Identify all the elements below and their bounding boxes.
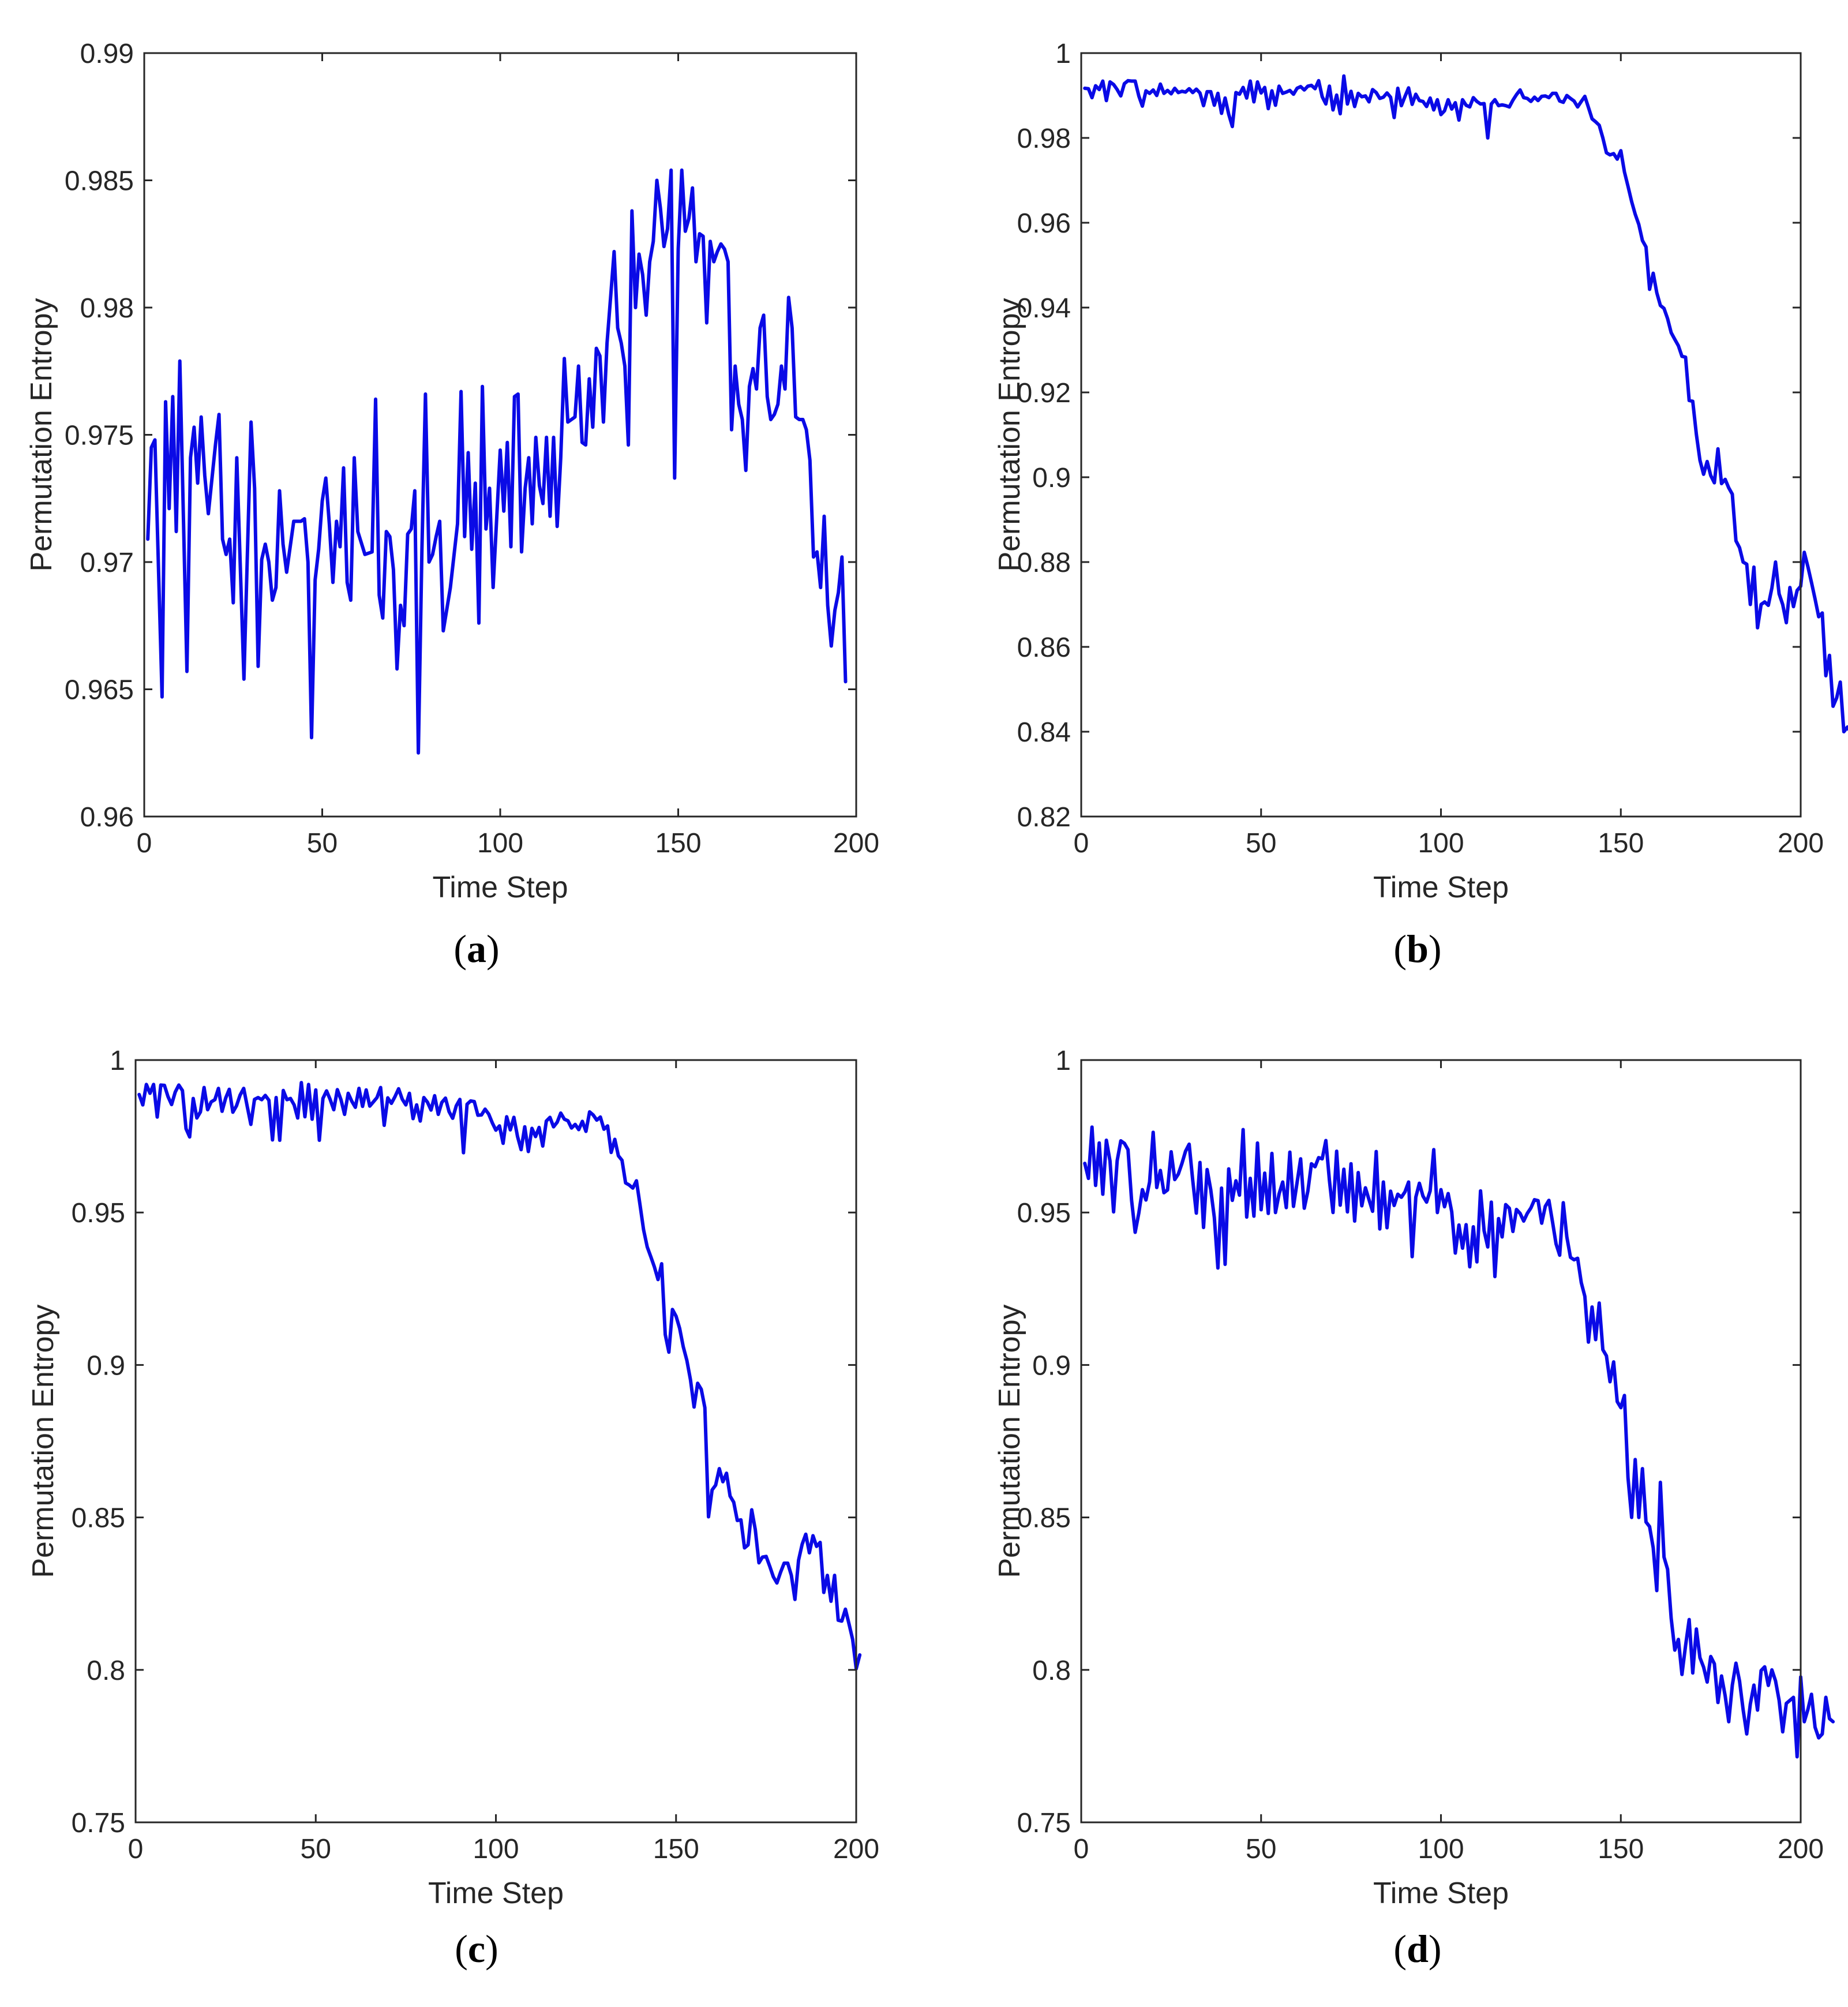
x-tick-label: 200 bbox=[1778, 828, 1824, 859]
x-tick-label: 50 bbox=[307, 828, 338, 859]
y-tick-label: 0.88 bbox=[1017, 548, 1071, 578]
x-tick-label: 150 bbox=[653, 1834, 699, 1864]
series-line bbox=[1083, 1125, 1835, 1759]
x-tick-label: 0 bbox=[1074, 1834, 1089, 1864]
y-tick-label: 0.92 bbox=[1017, 378, 1071, 409]
y-tick-label: 0.96 bbox=[1017, 208, 1071, 239]
y-tick-label: 1 bbox=[1055, 1046, 1071, 1076]
y-axis-label: Permutation Entropy bbox=[27, 1304, 60, 1578]
y-tick-label: 0.96 bbox=[80, 802, 134, 833]
chart-panels: 0 50 100 150 2000.960.9650.970.9750.980.9850… bbox=[25, 39, 1848, 1971]
panel-label: (d) bbox=[1393, 1927, 1441, 1971]
x-tick-label: 200 bbox=[1778, 1834, 1824, 1864]
panel-label: (c) bbox=[455, 1927, 498, 1971]
x-axis-label: Time Step bbox=[428, 1877, 564, 1910]
y-tick-label: 0.75 bbox=[1017, 1808, 1071, 1838]
chart-panel-b: 0 50 100 150 200 0.82 0.84 0.86 0.88 0.9 0.92 0.94 0… bbox=[993, 39, 1848, 971]
y-tick-label: 0.9 bbox=[1032, 1350, 1071, 1381]
x-tick-label: 200 bbox=[833, 828, 879, 859]
series-line bbox=[137, 1081, 862, 1671]
x-tick-label: 0 bbox=[1074, 828, 1089, 859]
x-tick-label: 0 bbox=[128, 1834, 144, 1864]
panel-label: (b) bbox=[1393, 927, 1441, 971]
x-axis-label: Time Step bbox=[1373, 1877, 1509, 1910]
x-tick-label: 50 bbox=[301, 1834, 331, 1864]
y-tick-label: 0.9 bbox=[87, 1350, 125, 1381]
x-tick-label: 100 bbox=[477, 828, 523, 859]
y-tick-label: 0.975 bbox=[65, 421, 134, 451]
x-axis-label: Time Step bbox=[432, 871, 568, 904]
x-tick-label: 50 bbox=[1246, 828, 1276, 859]
y-tick-label: 0.8 bbox=[87, 1656, 125, 1686]
chart-panel-a: 0 50 100 150 200 0.96 0.965 0.97 0.975 0.98 0.985 0… bbox=[25, 39, 879, 971]
y-tick-label: 0.95 bbox=[1017, 1198, 1071, 1229]
y-axis-label: Permutation Entropy bbox=[993, 1304, 1026, 1578]
y-tick-label: 0.9 bbox=[1032, 463, 1071, 493]
y-tick-label: 0.94 bbox=[1017, 293, 1071, 324]
y-tick-label: 0.85 bbox=[72, 1503, 125, 1534]
x-tick-label: 100 bbox=[473, 1834, 519, 1864]
y-tick-label: 1 bbox=[110, 1046, 125, 1076]
y-tick-label: 0.75 bbox=[72, 1808, 125, 1838]
x-tick-label: 150 bbox=[1598, 828, 1644, 859]
panel-label: (a) bbox=[453, 927, 499, 971]
x-tick-label: 150 bbox=[655, 828, 701, 859]
x-tick-label: 100 bbox=[1418, 828, 1464, 859]
x-tick-label: 0 bbox=[137, 828, 152, 859]
y-tick-label: 0.85 bbox=[1017, 1503, 1071, 1534]
chart-panel-c: 0 50 100 150 200 0.75 0.8 0.85 0.9 0.95 1 Time Step… bbox=[27, 1046, 879, 1971]
series-line bbox=[1083, 74, 1848, 733]
y-tick-label: 0.98 bbox=[1017, 123, 1071, 154]
y-tick-label: 0.95 bbox=[72, 1198, 125, 1229]
y-tick-label: 0.97 bbox=[80, 548, 134, 578]
y-tick-label: 0.84 bbox=[1017, 717, 1071, 748]
y-tick-label: 0.98 bbox=[80, 293, 134, 324]
x-tick-label: 200 bbox=[833, 1834, 879, 1864]
y-tick-label: 0.8 bbox=[1032, 1656, 1071, 1686]
y-tick-label: 0.965 bbox=[65, 675, 134, 706]
x-tick-label: 150 bbox=[1598, 1834, 1644, 1864]
series-line bbox=[146, 168, 848, 755]
chart-panel-d: 0 50 100 150 200 0.75 0.8 0.85 0.9 0.95 1 Time Step… bbox=[993, 1046, 1835, 1971]
y-tick-label: 0.99 bbox=[80, 39, 134, 69]
x-tick-label: 50 bbox=[1246, 1834, 1276, 1864]
y-tick-label: 0.86 bbox=[1017, 632, 1071, 663]
x-axis-label: Time Step bbox=[1373, 871, 1509, 904]
x-tick-label: 100 bbox=[1418, 1834, 1464, 1864]
y-tick-label: 0.985 bbox=[65, 166, 134, 197]
y-axis-label: Permutation Entropy bbox=[25, 298, 58, 571]
y-tick-label: 0.82 bbox=[1017, 802, 1071, 833]
y-axis-label: Permutation Entropy bbox=[993, 298, 1026, 571]
y-tick-label: 1 bbox=[1055, 39, 1071, 69]
